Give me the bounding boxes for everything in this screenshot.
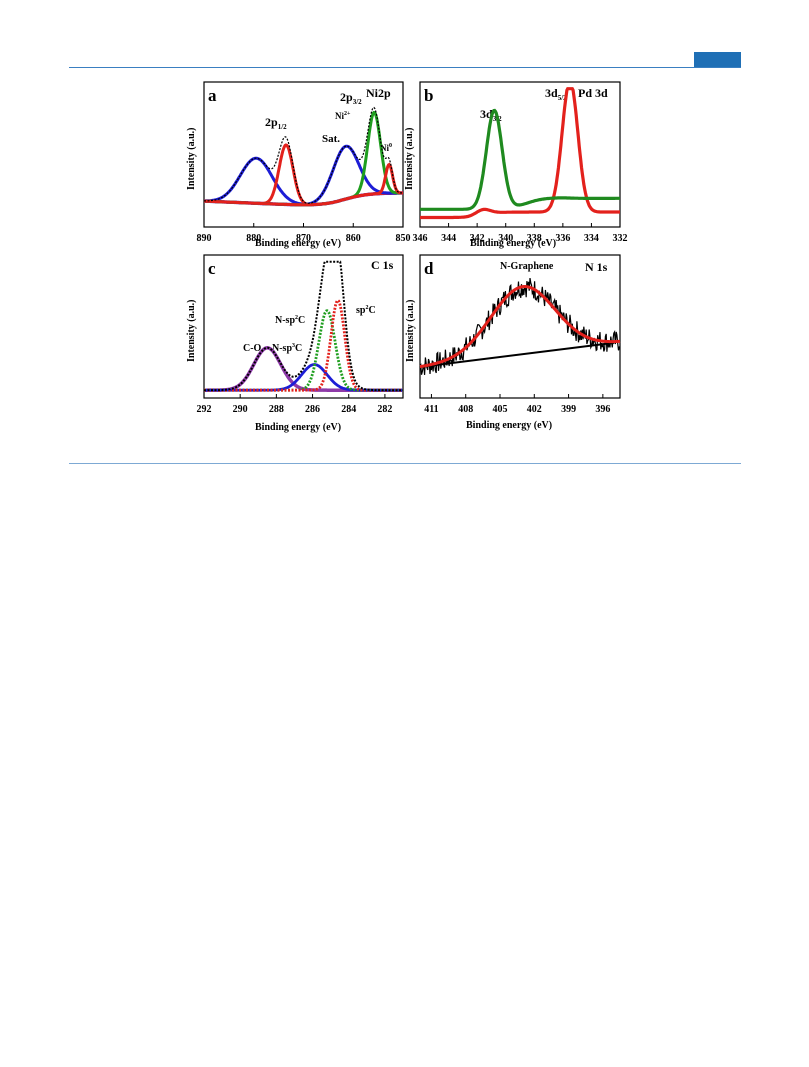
x-tick-label: 344	[441, 233, 456, 244]
x-tick-label: 292	[197, 404, 212, 415]
y-axis-label: Intensity (a.u.)	[404, 127, 415, 190]
annot-3d52: 3d5/2	[545, 86, 567, 102]
x-tick-label: 405	[493, 404, 508, 415]
panel-d: d N 1s N-Graphene Binding energy (eV) In…	[405, 254, 621, 431]
annot-nsp3c: N-sp3C	[272, 343, 302, 354]
series-envelope	[204, 106, 404, 204]
series-envelope	[204, 260, 403, 392]
annot-2p32: 2p3/2	[340, 90, 362, 106]
header-tab	[694, 52, 741, 67]
x-tick-label: 396	[595, 404, 610, 415]
x-tick-label: 408	[458, 404, 473, 415]
series-component	[204, 144, 403, 207]
x-tick-label: 870	[296, 233, 311, 244]
plot-frame	[419, 254, 621, 399]
panel-c: c C 1s C-O N-sp3C N-sp2C sp2C Binding en…	[186, 254, 404, 433]
panel-a: a Ni2p 2p1/2 2p3/2 Sat. Ni2+ Ni0 Binding…	[186, 81, 411, 249]
x-tick-label: 411	[424, 404, 438, 415]
x-tick-label: 342	[470, 233, 485, 244]
x-tick-label: 282	[377, 404, 392, 415]
x-tick-label: 890	[197, 233, 212, 244]
x-axis-label: Binding energy (eV)	[255, 238, 341, 249]
series-3d32	[420, 108, 620, 211]
annot-sat: Sat.	[322, 133, 340, 145]
x-axis-label: Binding energy (eV)	[255, 422, 341, 433]
x-tick-label: 346	[413, 233, 428, 244]
x-tick-label: 850	[396, 233, 411, 244]
panel-letter: a	[208, 86, 217, 105]
header-rule	[69, 67, 741, 68]
x-tick-label: 880	[246, 233, 261, 244]
x-tick-label: 336	[555, 233, 570, 244]
x-tick-label: 338	[527, 233, 542, 244]
series-component	[204, 156, 403, 206]
panel-title: Ni2p	[366, 86, 391, 100]
annot-ni2: Ni2+	[335, 111, 351, 121]
panel-letter: b	[424, 86, 433, 105]
series-raw	[419, 278, 621, 375]
panel-title: C 1s	[371, 258, 394, 272]
x-tick-label: 402	[527, 404, 542, 415]
annot-co: C-O	[243, 343, 262, 354]
series-component	[204, 298, 403, 392]
x-axis-label: Binding energy (eV)	[470, 238, 556, 249]
panel-letter: c	[208, 259, 216, 278]
x-tick-label: 340	[498, 233, 513, 244]
x-tick-label: 286	[305, 404, 320, 415]
y-axis-label: Intensity (a.u.)	[405, 299, 416, 362]
x-tick-label: 334	[584, 233, 599, 244]
series-component	[204, 162, 403, 207]
x-tick-label: 332	[613, 233, 628, 244]
x-tick-label: 860	[346, 233, 361, 244]
plot-frame	[203, 254, 404, 399]
annot-ni0: Ni0	[380, 143, 392, 153]
panel-letter: d	[424, 259, 434, 278]
y-axis-label: Intensity (a.u.)	[186, 299, 197, 362]
plot-frame	[419, 81, 621, 228]
series-baseline	[419, 341, 615, 368]
annot-ngraphene: N-Graphene	[500, 261, 554, 272]
y-axis-label: Intensity (a.u.)	[186, 127, 197, 190]
x-tick-label: 284	[341, 404, 356, 415]
series-component	[204, 110, 403, 207]
x-tick-label: 399	[561, 404, 576, 415]
x-tick-label: 288	[269, 404, 284, 415]
annot-2p12: 2p1/2	[265, 115, 287, 131]
panel-title: N 1s	[585, 260, 608, 274]
panel-title: Pd 3d	[578, 86, 608, 100]
panel-b: b Pd 3d 3d3/2 3d5/2 Binding energy (eV) …	[404, 81, 628, 249]
footer-rule	[69, 463, 741, 464]
annot-sp2c: sp2C	[356, 305, 376, 316]
x-tick-label: 290	[233, 404, 248, 415]
x-axis-label: Binding energy (eV)	[466, 420, 552, 431]
series-fit	[419, 285, 621, 369]
annot-nsp2c: N-sp2C	[275, 315, 305, 326]
